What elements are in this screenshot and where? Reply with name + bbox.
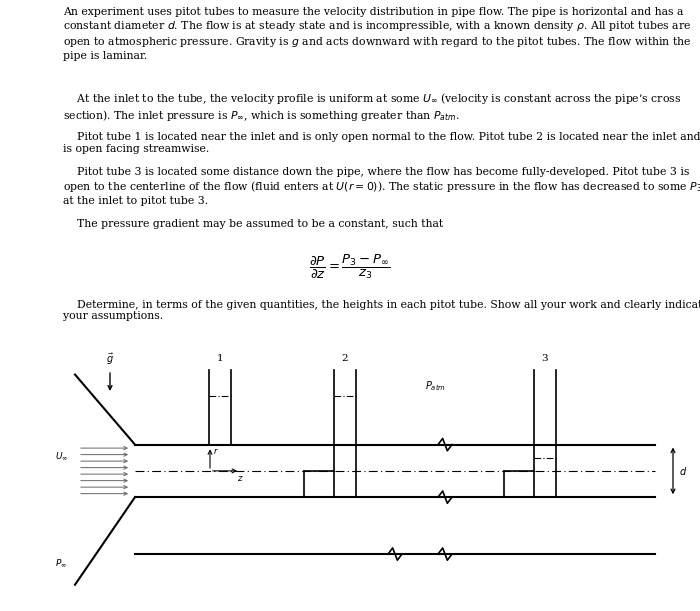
Text: At the inlet to the tube, the velocity profile is uniform at some $U_{\infty}$ (: At the inlet to the tube, the velocity p… — [63, 90, 681, 123]
Text: $z$: $z$ — [237, 474, 244, 483]
Text: $U_{\infty}$: $U_{\infty}$ — [55, 450, 68, 462]
Text: The pressure gradient may be assumed to be a constant, such that: The pressure gradient may be assumed to … — [63, 219, 443, 229]
Text: $d$: $d$ — [679, 465, 687, 477]
Text: 2: 2 — [342, 354, 349, 363]
Text: $P_{atm}$: $P_{atm}$ — [425, 379, 445, 393]
Text: Determine, in terms of the given quantities, the heights in each pitot tube. Sho: Determine, in terms of the given quantit… — [63, 299, 700, 321]
Text: $\vec{g}$: $\vec{g}$ — [106, 351, 114, 367]
Text: $P_{\infty}$: $P_{\infty}$ — [55, 558, 67, 569]
Text: Pitot tube 3 is located some distance down the pipe, where the flow has become f: Pitot tube 3 is located some distance do… — [63, 167, 700, 206]
Text: $r$: $r$ — [213, 447, 219, 456]
Text: $\dfrac{\partial P}{\partial z} = \dfrac{P_3 - P_{\infty}}{z_3}$: $\dfrac{\partial P}{\partial z} = \dfrac… — [309, 252, 391, 281]
Text: Pitot tube 1 is located near the inlet and is only open normal to the flow. Pito: Pitot tube 1 is located near the inlet a… — [63, 133, 700, 154]
Text: 3: 3 — [542, 354, 548, 363]
Text: 1: 1 — [217, 354, 223, 363]
Text: An experiment uses pitot tubes to measure the velocity distribution in pipe flow: An experiment uses pitot tubes to measur… — [63, 7, 692, 60]
